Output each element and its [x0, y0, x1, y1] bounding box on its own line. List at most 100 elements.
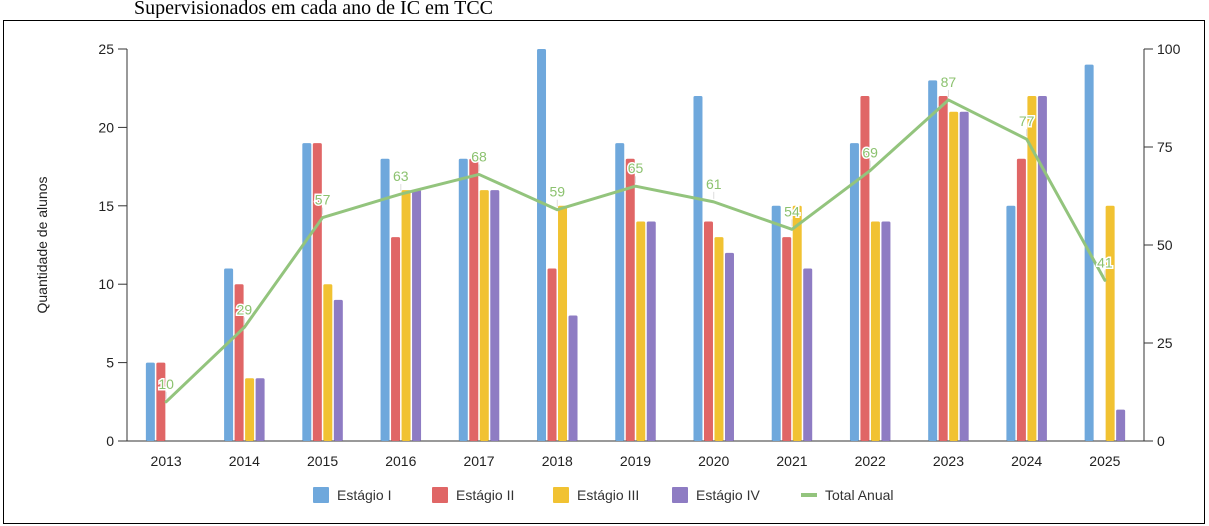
bar-est-gio-ii-2017	[469, 158, 479, 441]
bar-est-gio-ii-2021	[782, 237, 792, 441]
legend-label: Estágio IV	[696, 487, 760, 503]
legend-swatch	[313, 487, 329, 503]
total-data-label-2018: 59	[549, 184, 565, 200]
chart-frame	[3, 20, 1205, 524]
x-tick-label: 2022	[855, 453, 886, 469]
legend-label: Estágio II	[456, 487, 514, 503]
x-tick-label: 2017	[463, 453, 494, 469]
bar-est-gio-ii-2019	[625, 158, 635, 441]
bar-est-gio-i-2013	[145, 362, 155, 441]
legend-swatch	[801, 493, 817, 497]
bar-est-gio-iii-2025	[1105, 205, 1115, 441]
bar-est-gio-i-2016	[380, 158, 390, 441]
legend-swatch	[553, 487, 569, 503]
bar-est-gio-iv-2024	[1037, 96, 1047, 441]
bar-est-gio-ii-2018	[547, 268, 557, 441]
y-tick-label: 15	[98, 198, 114, 214]
bar-est-gio-iii-2021	[792, 205, 802, 441]
total-data-label-2015: 57	[315, 192, 331, 208]
bar-est-gio-ii-2022	[860, 96, 870, 441]
bar-est-gio-iv-2018	[568, 315, 578, 441]
bar-est-gio-iii-2018	[558, 205, 568, 441]
figure-caption: Supervisionados em cada ano de IC em TCC	[134, 0, 494, 18]
x-tick-label: 2015	[307, 453, 338, 469]
y-tick-label: 25	[98, 41, 114, 57]
x-tick-label: 2019	[620, 453, 651, 469]
bar-est-gio-iv-2017	[490, 190, 500, 441]
bar-est-gio-iii-2015	[323, 284, 333, 441]
bar-est-gio-iv-2021	[803, 268, 813, 441]
total-data-label-2016: 63	[393, 168, 409, 184]
bar-est-gio-i-2014	[224, 268, 234, 441]
bar-est-gio-iii-2024	[1027, 96, 1037, 441]
bar-est-gio-i-2020	[693, 96, 703, 441]
total-data-label-2020: 61	[706, 176, 722, 192]
bar-est-gio-iv-2016	[412, 190, 422, 441]
legend-swatch	[432, 487, 448, 503]
bar-est-gio-iv-2015	[333, 299, 343, 441]
bar-est-gio-iv-2019	[646, 221, 656, 441]
bar-est-gio-i-2023	[928, 80, 938, 442]
y2-tick-label: 100	[1157, 41, 1181, 57]
total-data-label-2023: 87	[941, 74, 957, 90]
bar-est-gio-ii-2023	[938, 96, 948, 441]
bar-est-gio-iii-2022	[870, 221, 880, 441]
bar-est-gio-iv-2025	[1116, 409, 1126, 441]
bar-est-gio-i-2021	[771, 205, 781, 441]
x-tick-label: 2014	[229, 453, 260, 469]
bar-est-gio-ii-2020	[703, 221, 713, 441]
y2-tick-label: 0	[1157, 433, 1165, 449]
bar-est-gio-i-2017	[458, 158, 468, 441]
x-tick-label: 2025	[1089, 453, 1120, 469]
bar-est-gio-iii-2014	[245, 378, 255, 441]
y-tick-label: 20	[98, 119, 114, 135]
total-data-label-2013: 10	[158, 376, 174, 392]
total-data-label-2022: 69	[862, 145, 878, 161]
bar-est-gio-iv-2022	[881, 221, 891, 441]
total-data-label-2024: 77	[1019, 113, 1035, 129]
bar-est-gio-ii-2014	[234, 284, 244, 441]
y2-tick-label: 25	[1157, 335, 1173, 351]
bar-est-gio-iii-2016	[401, 190, 411, 441]
total-data-label-2019: 65	[628, 160, 644, 176]
bar-est-gio-i-2018	[537, 49, 547, 441]
y-tick-label: 10	[98, 276, 114, 292]
y-tick-label: 5	[106, 355, 114, 371]
x-tick-label: 2018	[542, 453, 573, 469]
bar-est-gio-iii-2017	[479, 190, 489, 441]
legend-swatch	[672, 487, 688, 503]
bar-est-gio-iv-2020	[724, 252, 734, 441]
x-tick-label: 2013	[151, 453, 182, 469]
x-tick-label: 2021	[776, 453, 807, 469]
bar-est-gio-ii-2013	[156, 362, 166, 441]
bar-est-gio-iii-2023	[949, 111, 959, 441]
bar-est-gio-iv-2014	[255, 378, 265, 441]
bar-est-gio-iv-2023	[959, 111, 969, 441]
bar-est-gio-iii-2019	[636, 221, 646, 441]
total-data-label-2017: 68	[471, 148, 487, 164]
y-tick-label: 0	[106, 433, 114, 449]
total-line	[164, 98, 1107, 404]
legend-label: Estágio III	[577, 487, 639, 503]
y2-tick-label: 50	[1157, 237, 1173, 253]
y-axis-label: Quantidade de alunos	[34, 177, 50, 314]
total-data-label-2025: 41	[1097, 254, 1113, 270]
bar-est-gio-i-2022	[849, 143, 859, 441]
bar-est-gio-i-2015	[302, 143, 312, 441]
bar-est-gio-ii-2015	[312, 143, 322, 441]
total-data-label-2014: 29	[237, 301, 253, 317]
total-data-label-2021: 54	[784, 203, 800, 219]
x-tick-label: 2024	[1011, 453, 1042, 469]
y2-tick-label: 75	[1157, 139, 1173, 155]
bar-est-gio-i-2024	[1006, 205, 1016, 441]
bar-est-gio-ii-2016	[391, 237, 401, 441]
legend-label: Total Anual	[825, 487, 894, 503]
bar-est-gio-ii-2024	[1016, 158, 1026, 441]
bar-est-gio-i-2019	[615, 143, 625, 441]
legend-label: Estágio I	[337, 487, 391, 503]
x-tick-label: 2020	[698, 453, 729, 469]
x-tick-label: 2016	[385, 453, 416, 469]
bar-est-gio-iii-2020	[714, 237, 724, 441]
x-tick-label: 2023	[933, 453, 964, 469]
